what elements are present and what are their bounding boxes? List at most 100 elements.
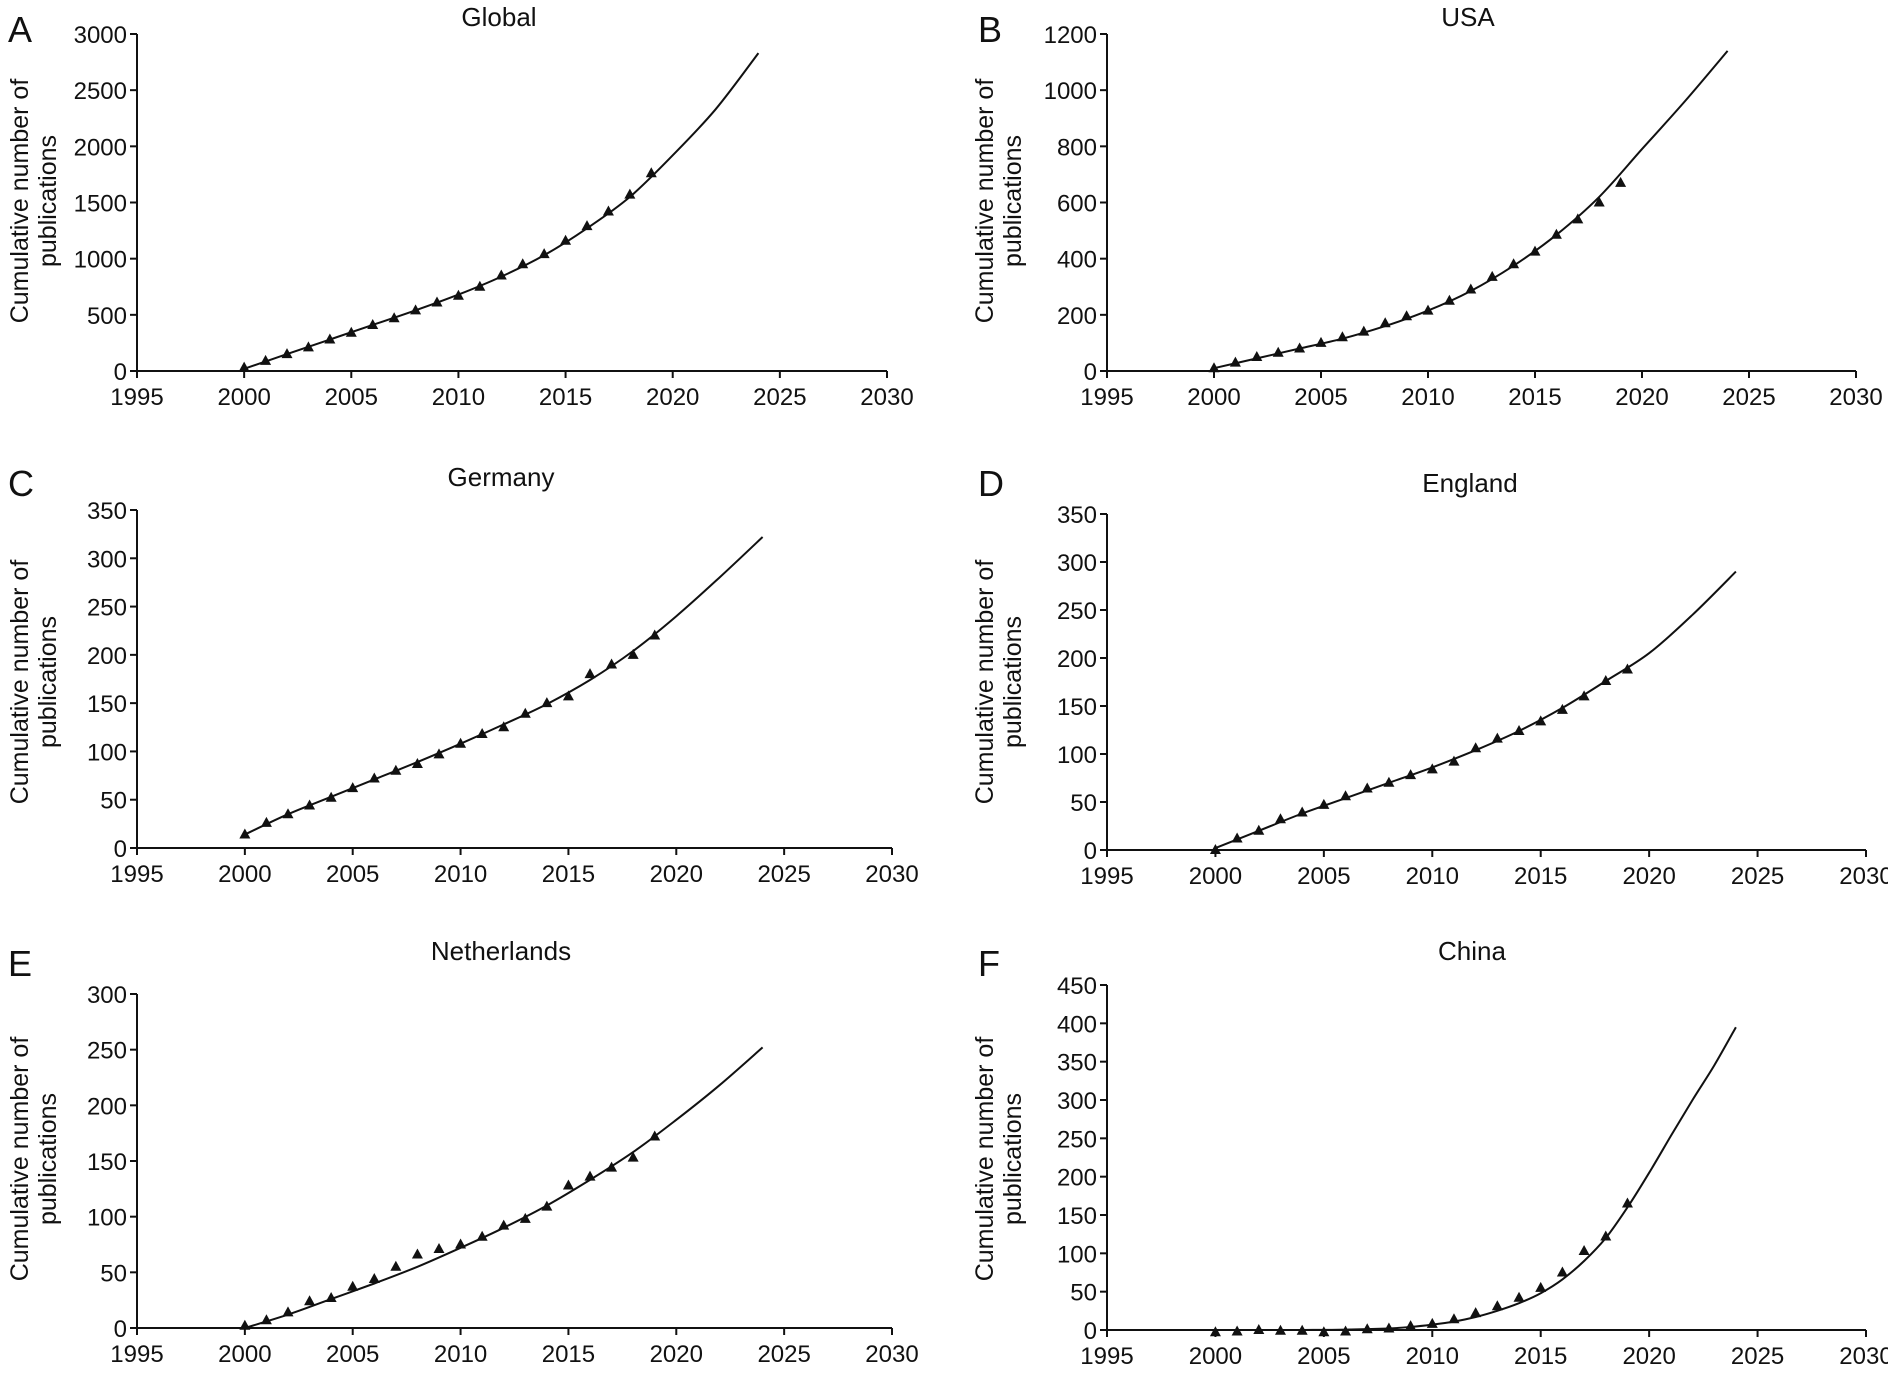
chart-title: Netherlands xyxy=(431,936,571,966)
x-tick-label: 2005 xyxy=(1294,384,1347,411)
fit-curve xyxy=(1215,570,1737,850)
data-point xyxy=(606,658,618,669)
x-tick-label: 2015 xyxy=(1514,863,1567,890)
y-tick-label: 450 xyxy=(1057,973,1097,1000)
chart-title: Global xyxy=(461,2,536,32)
data-point xyxy=(1465,283,1477,294)
y-tick-label: 50 xyxy=(100,788,127,815)
y-tick-label: 100 xyxy=(87,1205,127,1232)
data-point xyxy=(260,354,272,365)
plot-area: 1995 2000 2005 2010 2015 2020 2025 2030 0 50 100 15… xyxy=(1057,973,1888,1370)
data-point xyxy=(606,1161,618,1172)
data-point xyxy=(1426,1317,1438,1328)
data-point xyxy=(1621,1197,1633,1208)
panel-letter: E xyxy=(8,943,32,984)
y-axis-label: Cumulative number of publications xyxy=(6,560,62,805)
y-tick-label: 1000 xyxy=(1044,78,1097,105)
data-point xyxy=(538,248,550,259)
y-tick-label: 200 xyxy=(1057,646,1097,673)
data-point xyxy=(581,220,593,231)
x-tick-label: 2010 xyxy=(432,384,485,411)
y-tick-label: 0 xyxy=(114,359,127,386)
y-tick-label: 0 xyxy=(114,836,127,863)
data-point xyxy=(304,1295,316,1306)
y-tick-label: 500 xyxy=(87,303,127,330)
data-point xyxy=(476,1230,488,1241)
y-axis-label-line-2: publications xyxy=(34,135,62,267)
data-point xyxy=(1294,342,1306,353)
chart-title: England xyxy=(1422,468,1517,498)
x-tick-label: 2025 xyxy=(1722,384,1775,411)
data-point xyxy=(1358,325,1370,336)
plot-area: 1995 2000 2005 2010 2015 2020 2025 2030 0 50 100 15… xyxy=(87,498,919,888)
data-point xyxy=(410,304,422,315)
data-point xyxy=(1315,336,1327,347)
y-tick-label: 250 xyxy=(87,1038,127,1065)
y-tick-label: 1000 xyxy=(74,247,127,274)
data-point xyxy=(517,258,529,269)
x-tick-label: 2000 xyxy=(1187,384,1240,411)
data-point xyxy=(239,828,251,839)
data-point xyxy=(431,296,443,307)
data-point xyxy=(1448,755,1460,766)
data-point xyxy=(260,1314,272,1325)
chart-title: China xyxy=(1438,936,1506,966)
x-tick-label: 2015 xyxy=(542,861,595,888)
plot-area: 1995 2000 2005 2010 2015 2020 2025 2030 0 200 400 6… xyxy=(1044,22,1883,411)
data-point xyxy=(624,188,636,199)
data-point xyxy=(1318,798,1330,809)
x-tick-label: 2030 xyxy=(1839,863,1888,890)
y-axis-label-line-2: publications xyxy=(34,1093,62,1225)
y-tick-label: 2500 xyxy=(74,78,127,105)
y-axis-label-line-1: Cumulative number of xyxy=(971,560,999,805)
x-tick-label: 2030 xyxy=(1829,384,1882,411)
fit-curve xyxy=(243,52,760,370)
x-tick-label: 2010 xyxy=(1406,1343,1459,1370)
data-point xyxy=(1600,1230,1612,1241)
y-tick-label: 100 xyxy=(87,739,127,766)
data-point xyxy=(433,748,445,759)
data-point xyxy=(238,361,250,372)
data-point xyxy=(584,1170,596,1181)
x-tick-label: 2000 xyxy=(217,384,270,411)
data-point xyxy=(367,318,379,329)
x-tick-label: 1995 xyxy=(110,384,163,411)
x-tick-label: 2025 xyxy=(1731,863,1784,890)
data-point xyxy=(1513,724,1525,735)
data-point xyxy=(1443,294,1455,305)
x-tick-label: 2015 xyxy=(542,1341,595,1368)
x-tick-label: 2010 xyxy=(1406,863,1459,890)
data-point xyxy=(390,1260,402,1271)
y-tick-label: 350 xyxy=(1057,502,1097,529)
data-point xyxy=(347,1280,359,1291)
y-tick-label: 250 xyxy=(1057,598,1097,625)
x-tick-label: 2025 xyxy=(757,1341,810,1368)
data-point xyxy=(476,728,488,739)
x-tick-label: 1995 xyxy=(1080,384,1133,411)
panel-letter: F xyxy=(978,943,1000,984)
data-point xyxy=(584,668,596,679)
y-tick-label: 350 xyxy=(1057,1050,1097,1077)
panel-letter: C xyxy=(8,463,34,504)
x-tick-label: 2025 xyxy=(753,384,806,411)
y-tick-label: 3000 xyxy=(74,22,127,49)
data-point xyxy=(1272,346,1284,357)
x-tick-label: 2020 xyxy=(650,1341,703,1368)
data-point xyxy=(452,289,464,300)
fit-curve xyxy=(244,1046,764,1329)
y-tick-label: 100 xyxy=(1057,742,1097,769)
y-tick-label: 100 xyxy=(1057,1241,1097,1268)
data-point xyxy=(1535,715,1547,726)
y-tick-label: 300 xyxy=(1057,550,1097,577)
y-tick-label: 0 xyxy=(1084,838,1097,865)
x-tick-label: 2020 xyxy=(1622,1343,1675,1370)
y-tick-label: 300 xyxy=(87,982,127,1009)
data-point xyxy=(1253,824,1265,835)
y-axis-label-line-2: publications xyxy=(999,616,1027,748)
data-point xyxy=(1491,1300,1503,1311)
fit-curve xyxy=(1213,50,1729,370)
y-axis-label: Cumulative number of publications xyxy=(971,560,1027,805)
data-point xyxy=(1422,304,1434,315)
x-tick-label: 2010 xyxy=(434,1341,487,1368)
data-point xyxy=(560,234,572,245)
